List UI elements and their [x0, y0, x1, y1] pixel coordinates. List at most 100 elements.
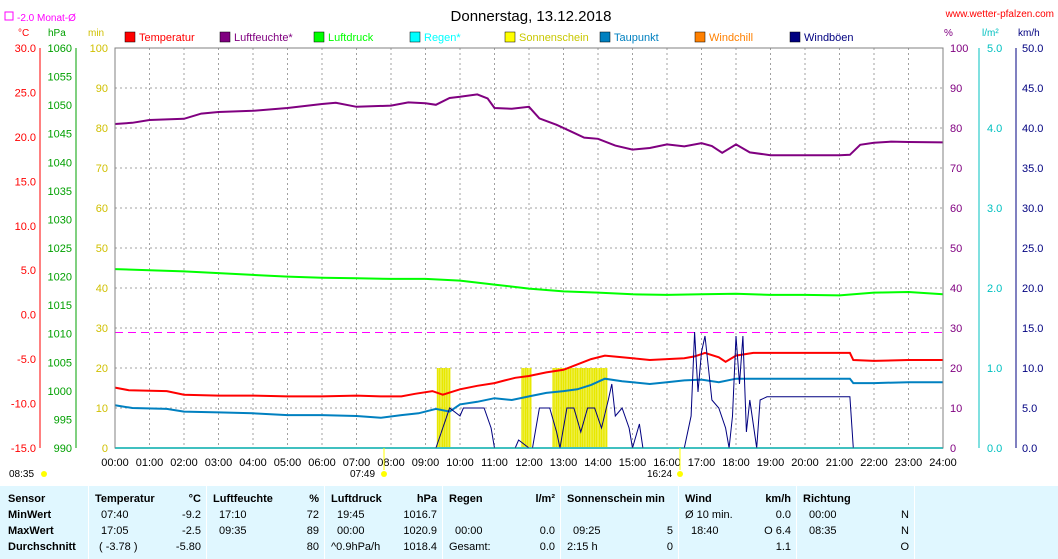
press-min-value: 1016.7: [403, 509, 437, 521]
tick-time-20: 20:00: [791, 457, 819, 469]
tick-min-5: 50: [96, 243, 108, 255]
tick-wind-5: 25.0: [1022, 243, 1043, 255]
tick-time-17: 17:00: [688, 457, 716, 469]
tick-pct-6: 40: [950, 283, 962, 295]
axis-ticks: 30.0 25.0 20.0 15.0 10.0 5.0 0.0 -5.0 -10.0 -15.0…: [11, 43, 1044, 469]
rain-total-label: Gesamt:: [449, 541, 491, 553]
tick-press-1: 1055: [48, 72, 72, 84]
tick-time-13: 13:00: [550, 457, 578, 469]
series-line-0: [114, 351, 943, 398]
tick-time-6: 06:00: [308, 457, 336, 469]
tick-rain-0: 5.0: [987, 43, 1002, 55]
dir-max-time: 08:35: [809, 525, 837, 537]
unit-rain: l/m²: [982, 28, 999, 39]
sun-max-value: 5: [666, 525, 673, 537]
col-dir: Richtung 00:00 N 08:35 N O: [796, 486, 915, 559]
tick-time-7: 07:00: [343, 457, 371, 469]
hum-avg-value: 80: [306, 541, 319, 553]
tick-wind-7: 15.0: [1022, 323, 1043, 335]
sun-max-time: 09:25: [573, 525, 601, 537]
legend-swatch-2: [313, 31, 325, 43]
wind-min-note: Ø 10 min.: [685, 509, 733, 521]
tick-time-0: 00:00: [101, 457, 129, 469]
col-sensor: Sensor MinWert MaxWert Durchschnitt: [0, 486, 88, 559]
legend-label-0: Temperatur: [139, 32, 195, 44]
tick-wind-9: 5.0: [1022, 403, 1037, 415]
tick-pct-5: 50: [950, 243, 962, 255]
hum-max-value: 89: [306, 525, 319, 537]
tick-time-18: 18:00: [722, 457, 750, 469]
tick-temp-3: 15.0: [15, 176, 36, 188]
tick-time-22: 22:00: [860, 457, 888, 469]
row-label-avg: Durchschnitt: [8, 541, 76, 553]
sunset-marker-icon: [677, 471, 683, 477]
dir-max-value: N: [901, 525, 909, 537]
tick-wind-6: 20.0: [1022, 283, 1043, 295]
unit-press: hPa: [48, 28, 66, 39]
sunrise-bottom-label: 08:35: [9, 469, 34, 480]
tick-temp-7: -5.0: [17, 354, 36, 366]
legend-label-7: Windböen: [804, 32, 854, 44]
tick-press-9: 1015: [48, 300, 72, 312]
tick-time-3: 03:00: [205, 457, 233, 469]
tick-temp-2: 20.0: [15, 132, 36, 144]
sun-total-duration: 2:15 h: [567, 541, 598, 553]
tick-time-14: 14:00: [584, 457, 612, 469]
legend-label-4: Sonnenschein: [519, 32, 589, 44]
press-max-value: 1020.9: [403, 525, 437, 537]
sunrise-label: 07:49: [350, 469, 375, 480]
tick-pct-8: 20: [950, 363, 962, 375]
tick-temp-9: -15.0: [11, 443, 36, 455]
tick-press-14: 990: [54, 443, 72, 455]
tick-press-7: 1025: [48, 243, 72, 255]
source-link[interactable]: www.wetter-pfalzen.com: [945, 9, 1054, 20]
legend-label-1: Luftfeuchte*: [234, 32, 293, 44]
legend-swatch-4: [504, 31, 516, 43]
legend-swatch-5: [599, 31, 611, 43]
tick-rain-4: 1.0: [987, 363, 1002, 375]
sunrise-icon: [41, 471, 47, 477]
temp-avg-note: ( -3.78 ): [99, 541, 138, 553]
col-sun: Sonnenschein min 09:25 5 2:15 h 0: [560, 486, 679, 559]
tick-time-16: 16:00: [653, 457, 681, 469]
tick-wind-1: 45.0: [1022, 83, 1043, 95]
rain-total-value: 0.0: [539, 541, 555, 553]
col-empty: [914, 486, 1058, 559]
tick-min-4: 60: [96, 203, 108, 215]
tick-temp-4: 10.0: [15, 221, 36, 233]
hdr-rain-unit: l/m²: [535, 493, 555, 505]
tick-pct-3: 70: [950, 163, 962, 175]
temp-min-time: 07:40: [101, 509, 129, 521]
unit-min: min: [88, 28, 104, 39]
press-max-time: 00:00: [337, 525, 365, 537]
legend-label-6: Windchill: [709, 32, 753, 44]
tick-min-9: 10: [96, 403, 108, 415]
hum-min-time: 17:10: [219, 509, 247, 521]
temp-min-value: -9.2: [182, 509, 201, 521]
tick-time-11: 11:00: [481, 457, 508, 469]
col-press: Luftdruck hPa 19:45 1016.7 00:00 1020.9 …: [324, 486, 443, 559]
tick-pct-0: 100: [950, 43, 968, 55]
dir-min-time: 00:00: [809, 509, 837, 521]
wind-max-value: O 6.4: [764, 525, 791, 537]
dir-min-value: N: [901, 509, 909, 521]
tick-temp-0: 30.0: [15, 43, 36, 55]
tick-rain-1: 4.0: [987, 123, 1002, 135]
hdr-press: Luftdruck: [331, 493, 382, 505]
tick-time-10: 10:00: [446, 457, 474, 469]
tick-press-11: 1005: [48, 357, 72, 369]
tick-wind-0: 50.0: [1022, 43, 1043, 55]
tick-min-8: 20: [96, 363, 108, 375]
tick-press-13: 995: [54, 414, 72, 426]
hum-max-time: 09:35: [219, 525, 247, 537]
tick-wind-10: 0.0: [1022, 443, 1037, 455]
tick-temp-6: 0.0: [21, 310, 36, 322]
tick-pct-10: 0: [950, 443, 956, 455]
col-wind: Wind km/h Ø 10 min. 0.0 18:40 O 6.4 1.1: [678, 486, 797, 559]
tick-press-0: 1060: [48, 43, 72, 55]
tick-wind-8: 10.0: [1022, 363, 1043, 375]
temp-avg-value: -5.80: [175, 541, 201, 553]
hum-min-value: 72: [306, 509, 319, 521]
tick-min-7: 30: [96, 323, 108, 335]
temp-max-time: 17:05: [101, 525, 129, 537]
